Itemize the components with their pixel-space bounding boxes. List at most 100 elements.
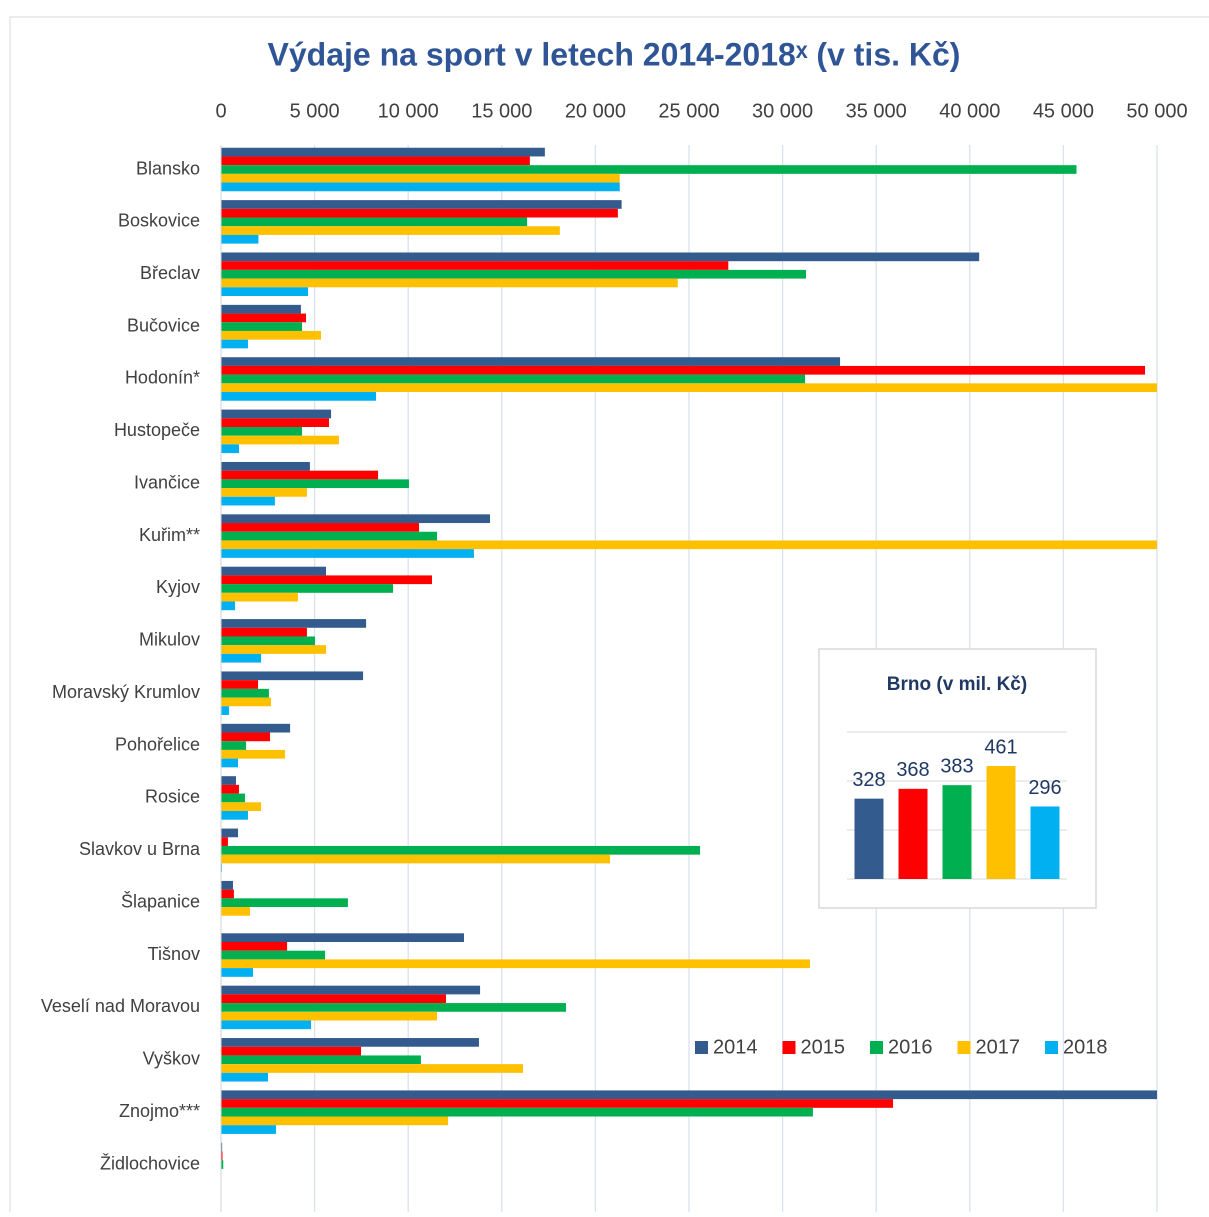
y-tick-label: Mikulov — [139, 630, 200, 650]
bar — [221, 758, 239, 768]
bar — [942, 785, 972, 879]
bar — [221, 470, 379, 480]
x-tick-label: 15 000 — [471, 100, 532, 122]
bar — [221, 208, 618, 218]
y-tick-label: Moravský Krumlov — [52, 682, 200, 702]
legend-label: 2017 — [976, 1036, 1021, 1058]
legend-label: 2018 — [1063, 1036, 1108, 1058]
data-label: 328 — [852, 769, 885, 791]
bar — [221, 627, 307, 637]
bar — [221, 828, 239, 838]
y-tick-label: Hodonín* — [125, 368, 200, 388]
bar — [221, 732, 271, 742]
bar — [221, 339, 248, 349]
x-tick-label: 20 000 — [565, 100, 626, 122]
y-tick-label: Znojmo*** — [119, 1101, 200, 1121]
bar — [221, 950, 326, 960]
data-label: 368 — [896, 759, 929, 781]
bar — [221, 845, 701, 855]
bar — [221, 1116, 449, 1126]
bar — [221, 479, 409, 489]
bar — [221, 619, 367, 628]
bar — [221, 427, 303, 436]
x-tick-label: 0 — [215, 100, 226, 122]
bar — [221, 392, 377, 401]
legend-label: 2015 — [801, 1036, 846, 1058]
bar — [221, 1020, 312, 1030]
bar — [221, 165, 1077, 174]
bar — [221, 1072, 268, 1082]
bar — [221, 1107, 813, 1117]
bar — [221, 671, 364, 681]
y-tick-label: Pohořelice — [115, 734, 200, 754]
bar — [221, 968, 254, 977]
bar — [221, 313, 306, 323]
bar — [221, 1142, 223, 1152]
bar — [221, 793, 245, 803]
bar — [221, 1099, 894, 1108]
bar — [221, 741, 247, 750]
bar — [221, 496, 275, 506]
data-label: 461 — [984, 736, 1017, 758]
bar — [221, 907, 251, 916]
bar — [221, 959, 810, 969]
chart-title: Výdaje na sport v letech 2014-2018ˣ (v t… — [268, 36, 961, 72]
bar — [221, 1151, 223, 1161]
bar — [221, 357, 841, 366]
bar — [221, 156, 530, 166]
y-tick-label: Veselí nad Moravou — [41, 996, 200, 1016]
bar — [221, 523, 420, 532]
bar — [898, 788, 928, 879]
bar — [221, 278, 678, 288]
bar — [221, 1090, 1157, 1100]
bar — [221, 226, 560, 235]
bar — [221, 723, 291, 733]
bar — [221, 1046, 362, 1056]
bar — [221, 697, 271, 707]
bar — [221, 330, 321, 340]
legend-label: 2016 — [888, 1036, 933, 1058]
bar — [221, 383, 1157, 393]
x-tick-label: 30 000 — [752, 100, 813, 122]
bar — [221, 435, 339, 445]
y-tick-label: Rosice — [145, 787, 200, 807]
y-tick-label: Kuřim** — [139, 525, 200, 545]
bar — [221, 217, 528, 227]
bar — [221, 173, 620, 183]
bar — [221, 645, 327, 654]
y-tick-label: Hustopeče — [114, 420, 200, 440]
bar — [221, 514, 491, 524]
data-label: 296 — [1028, 777, 1061, 799]
x-tick-label: 35 000 — [846, 100, 907, 122]
bar — [221, 269, 806, 279]
y-tick-label: Kyjov — [156, 577, 200, 597]
bar — [1030, 806, 1060, 879]
bar — [854, 798, 884, 879]
bar — [221, 889, 234, 899]
bar — [221, 549, 474, 558]
bar — [221, 680, 259, 689]
y-tick-label: Břeclav — [140, 263, 200, 283]
bar — [221, 461, 310, 471]
bar — [221, 994, 447, 1004]
chart-frame — [9, 16, 1209, 1217]
bar — [221, 837, 228, 846]
bar — [221, 784, 239, 794]
x-tick-label: 10 000 — [378, 100, 439, 122]
bar — [221, 409, 332, 419]
bar — [221, 584, 394, 593]
legend-swatch — [870, 1041, 883, 1054]
bar — [221, 575, 432, 585]
bar — [221, 880, 233, 890]
bar — [221, 592, 298, 602]
bar — [221, 1011, 438, 1021]
bar — [221, 706, 230, 715]
bar — [221, 1160, 224, 1169]
bar — [221, 942, 288, 951]
x-tick-label: 50 000 — [1126, 100, 1187, 122]
y-tick-label: Vyškov — [143, 1049, 200, 1069]
bar — [221, 1064, 523, 1073]
bar — [221, 261, 729, 270]
